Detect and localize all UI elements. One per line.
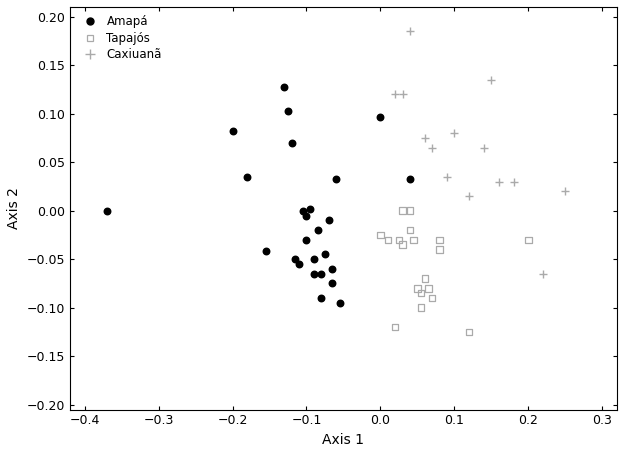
Point (301, 212, 311, 219)
Point (427, 144, 437, 151)
Point (334, 299, 344, 306)
Point (424, 285, 434, 292)
Point (261, 248, 271, 255)
Point (397, 91, 407, 98)
Point (538, 270, 548, 277)
Point (494, 178, 504, 185)
Point (420, 134, 430, 142)
Point (376, 113, 386, 120)
Point (405, 28, 415, 35)
Point (397, 241, 407, 248)
Point (434, 236, 444, 243)
Point (102, 207, 112, 214)
Point (464, 328, 474, 336)
Point (290, 256, 300, 263)
Point (416, 304, 426, 311)
Point (376, 232, 386, 239)
Point (449, 129, 459, 137)
Point (405, 175, 415, 183)
Point (309, 270, 319, 277)
Point (409, 236, 419, 243)
Point (486, 76, 496, 84)
Point (280, 84, 290, 91)
Point (479, 144, 489, 151)
Point (286, 139, 296, 147)
Point (394, 236, 404, 243)
Point (313, 227, 323, 234)
Y-axis label: Axis 2: Axis 2 (7, 188, 21, 229)
Point (464, 192, 474, 200)
Point (412, 285, 422, 292)
Point (301, 236, 311, 243)
Point (309, 256, 319, 263)
Point (509, 178, 519, 185)
Point (316, 294, 326, 301)
Point (283, 107, 293, 114)
Point (228, 128, 238, 135)
Point (294, 261, 304, 268)
Legend: Amapá, Tapajós, Caxiuanã: Amapá, Tapajós, Caxiuanã (76, 13, 164, 64)
Point (405, 207, 415, 214)
Point (324, 217, 334, 224)
Point (427, 294, 437, 301)
Point (383, 236, 393, 243)
Point (390, 324, 400, 331)
Point (434, 246, 444, 253)
Point (416, 290, 426, 297)
Point (397, 207, 407, 214)
Point (560, 188, 570, 195)
X-axis label: Axis 1: Axis 1 (323, 433, 364, 447)
Point (328, 265, 338, 272)
Point (298, 207, 308, 214)
Point (524, 236, 534, 243)
Point (316, 270, 326, 277)
Point (320, 251, 330, 258)
Point (328, 280, 338, 287)
Point (405, 227, 415, 234)
Point (242, 173, 252, 180)
Point (442, 173, 452, 180)
Point (305, 205, 315, 212)
Point (390, 91, 400, 98)
Point (420, 275, 430, 282)
Point (331, 175, 341, 183)
